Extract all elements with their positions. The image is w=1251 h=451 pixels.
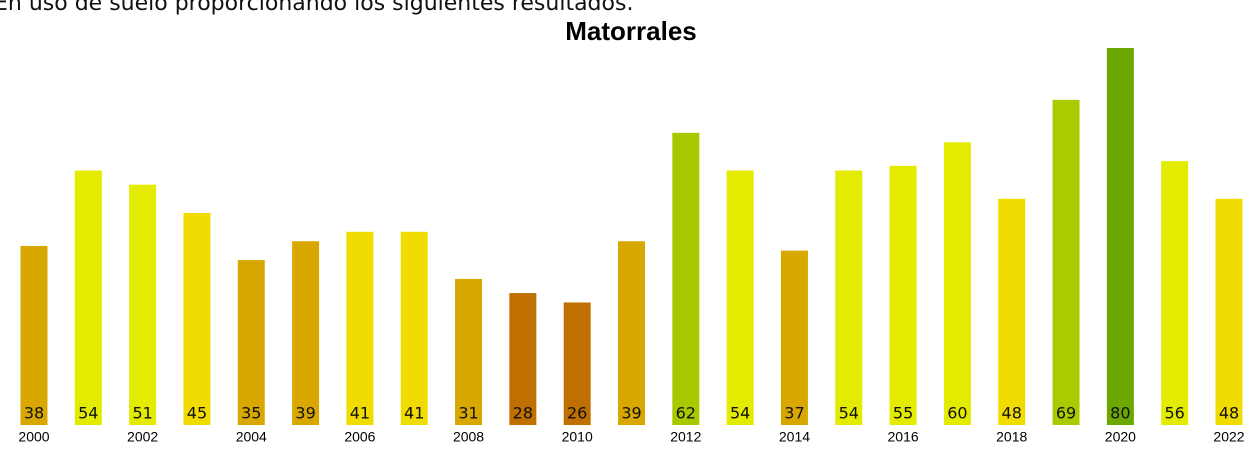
value-label: 39 bbox=[621, 404, 641, 423]
bar bbox=[20, 245, 48, 425]
bar bbox=[1106, 48, 1134, 425]
value-label: 56 bbox=[1165, 404, 1185, 423]
x-tick-label: 2002 bbox=[127, 429, 158, 445]
bar bbox=[400, 231, 428, 425]
value-label: 55 bbox=[893, 404, 913, 423]
x-tick-label: 2010 bbox=[562, 429, 593, 445]
value-label: 60 bbox=[947, 404, 967, 423]
bar bbox=[618, 241, 645, 425]
value-label: 41 bbox=[350, 404, 370, 423]
value-label: 54 bbox=[78, 404, 98, 423]
x-tick-label: 2008 bbox=[453, 429, 484, 445]
bar bbox=[672, 132, 700, 425]
value-label: 38 bbox=[24, 404, 44, 423]
x-tick-label: 2016 bbox=[888, 429, 919, 445]
value-label: 51 bbox=[132, 404, 152, 423]
bar bbox=[183, 212, 211, 425]
bar bbox=[889, 165, 917, 425]
x-tick-label: 2018 bbox=[996, 429, 1027, 445]
value-label: 80 bbox=[1110, 404, 1130, 423]
bar bbox=[726, 170, 754, 425]
value-label: 39 bbox=[295, 404, 315, 423]
bar bbox=[1215, 198, 1243, 425]
value-label: 41 bbox=[404, 404, 424, 423]
bar bbox=[509, 293, 537, 425]
bar bbox=[292, 241, 320, 425]
value-label: 69 bbox=[1056, 404, 1076, 423]
x-tick-label: 2012 bbox=[670, 429, 701, 445]
value-label: 26 bbox=[567, 404, 587, 423]
value-label: 35 bbox=[241, 404, 261, 423]
value-label: 48 bbox=[1002, 404, 1022, 423]
x-tick-label: 2020 bbox=[1105, 429, 1136, 445]
x-tick-label: 2014 bbox=[779, 429, 810, 445]
value-label: 31 bbox=[458, 404, 478, 423]
value-label: 62 bbox=[676, 404, 696, 423]
bar bbox=[1161, 161, 1189, 425]
bar bbox=[129, 184, 157, 425]
intro-text: En uso de suelo proporcionando los sigui… bbox=[0, 0, 633, 16]
bar bbox=[943, 142, 971, 425]
value-label: 48 bbox=[1219, 404, 1239, 423]
chart-title: Matorrales bbox=[565, 16, 697, 46]
bar bbox=[780, 250, 808, 425]
bar bbox=[563, 302, 591, 425]
bar bbox=[455, 278, 483, 425]
bar bbox=[998, 198, 1026, 425]
value-label: 28 bbox=[513, 404, 533, 423]
x-tick-label: 2000 bbox=[18, 429, 49, 445]
bar bbox=[237, 260, 265, 425]
value-label: 37 bbox=[784, 404, 804, 423]
bar bbox=[1052, 99, 1080, 426]
x-tick-label: 2006 bbox=[344, 429, 375, 445]
bar bbox=[346, 231, 374, 425]
value-label: 54 bbox=[730, 404, 750, 423]
value-label: 54 bbox=[839, 404, 859, 423]
value-label: 45 bbox=[187, 404, 207, 423]
bar bbox=[835, 170, 863, 425]
x-tick-label: 2004 bbox=[236, 429, 267, 445]
x-tick-label: 2022 bbox=[1213, 429, 1244, 445]
bar bbox=[74, 170, 102, 425]
